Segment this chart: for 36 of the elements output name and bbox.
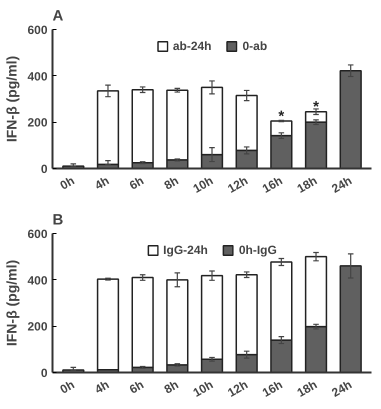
x-tick-label: 18h xyxy=(294,377,320,400)
x-tick-label: 16h xyxy=(260,377,285,400)
chart-title: A xyxy=(52,8,64,24)
y-tick-label: 200 xyxy=(27,116,48,130)
y-tick-label: 600 xyxy=(27,227,48,241)
x-tick-label: 18h xyxy=(294,173,320,196)
x-tick-label: 16h xyxy=(260,173,285,196)
y-tick-label: 0 xyxy=(40,162,48,176)
y-tick-label: 400 xyxy=(27,273,48,288)
x-tick-label: 10h xyxy=(190,377,216,400)
y-tick-label: 600 xyxy=(27,23,48,37)
annotation: * xyxy=(278,108,284,125)
legend-label: 0-ab xyxy=(242,39,268,53)
x-tick-label: 8h xyxy=(162,377,181,397)
legend-label: IgG-24h xyxy=(163,243,208,257)
x-tick-label: 4h xyxy=(92,377,112,397)
x-tick-label: 12h xyxy=(225,173,250,196)
annotation: * xyxy=(313,98,320,116)
y-tick-label: 400 xyxy=(27,69,48,84)
x-tick-label: 4h xyxy=(92,173,112,193)
y-tick-label: 200 xyxy=(27,320,48,334)
y-tick-label: 0 xyxy=(40,366,48,380)
y-axis-title: IFN-β (pg/ml) xyxy=(3,56,20,142)
x-tick-label: 24h xyxy=(329,377,354,400)
x-tick-label: 6h xyxy=(127,173,146,193)
x-tick-label: 8h xyxy=(162,173,181,193)
x-tick-label: 0h xyxy=(58,377,77,397)
x-tick-label: 12h xyxy=(225,377,250,400)
legend-label: 0h-IgG xyxy=(238,243,277,257)
legend-label: ab-24h xyxy=(172,39,212,53)
x-tick-label: 10h xyxy=(190,173,216,196)
x-tick-label: 6h xyxy=(127,377,146,397)
y-axis-title: IFN-β (pg/ml) xyxy=(3,260,20,346)
x-tick-label: 24h xyxy=(329,173,354,196)
x-tick-label: 0h xyxy=(58,173,77,193)
chart-title: B xyxy=(52,212,64,228)
